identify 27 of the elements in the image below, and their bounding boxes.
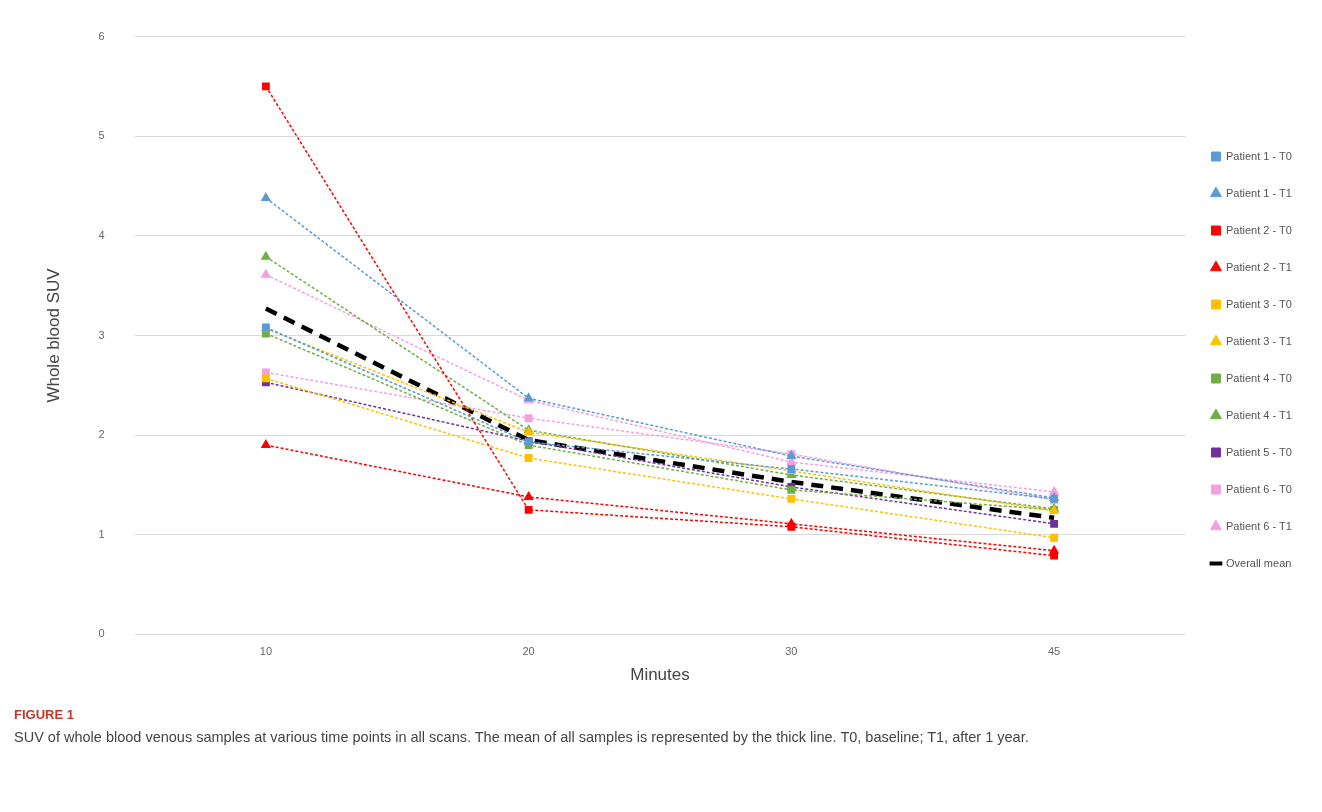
legend-label: Patient 1 - T0: [1225, 149, 1292, 162]
legend-label: Patient 1 - T1: [1225, 186, 1292, 199]
legend-label: Patient 2 - T1: [1225, 260, 1292, 273]
legend-label: Patient 5 - T0: [1225, 445, 1292, 458]
y-tick-label: 0: [98, 627, 105, 640]
x-tick-label: 20: [522, 645, 535, 658]
legend-label: Patient 2 - T0: [1225, 223, 1292, 236]
x-tick-label: 45: [1047, 645, 1061, 658]
y-tick-label: 1: [98, 527, 105, 540]
y-axis-title: Whole blood SUV: [43, 267, 63, 403]
x-tick-label: 10: [259, 645, 273, 658]
caption: FIGURE 1: [14, 706, 75, 724]
legend-label: Patient 6 - T1: [1225, 519, 1292, 532]
legend-label: Patient 4 - T1: [1225, 408, 1292, 421]
y-tick-label: 4: [98, 228, 105, 241]
legend-label: Patient 6 - T0: [1225, 482, 1292, 495]
text: SUV of whole blood venous samples at various time points in all scans. The mean of all samples is represented by the thick line. T0, baseline; T1, after 1 year.: [14, 728, 1030, 747]
legend-label: Overall mean: [1225, 556, 1292, 569]
legend-label: Patient 3 - T1: [1225, 334, 1292, 347]
y-tick-label: 3: [98, 328, 105, 341]
x-tick-label: 30: [785, 645, 798, 658]
y-tick-label: 6: [98, 29, 105, 42]
legend-label: Patient 4 - T0: [1225, 371, 1292, 384]
y-tick-label: 5: [98, 129, 105, 142]
y-tick-label: 2: [98, 428, 105, 441]
legend-label: Patient 3 - T0: [1225, 297, 1292, 310]
x-axis-title: Minutes: [630, 665, 690, 685]
